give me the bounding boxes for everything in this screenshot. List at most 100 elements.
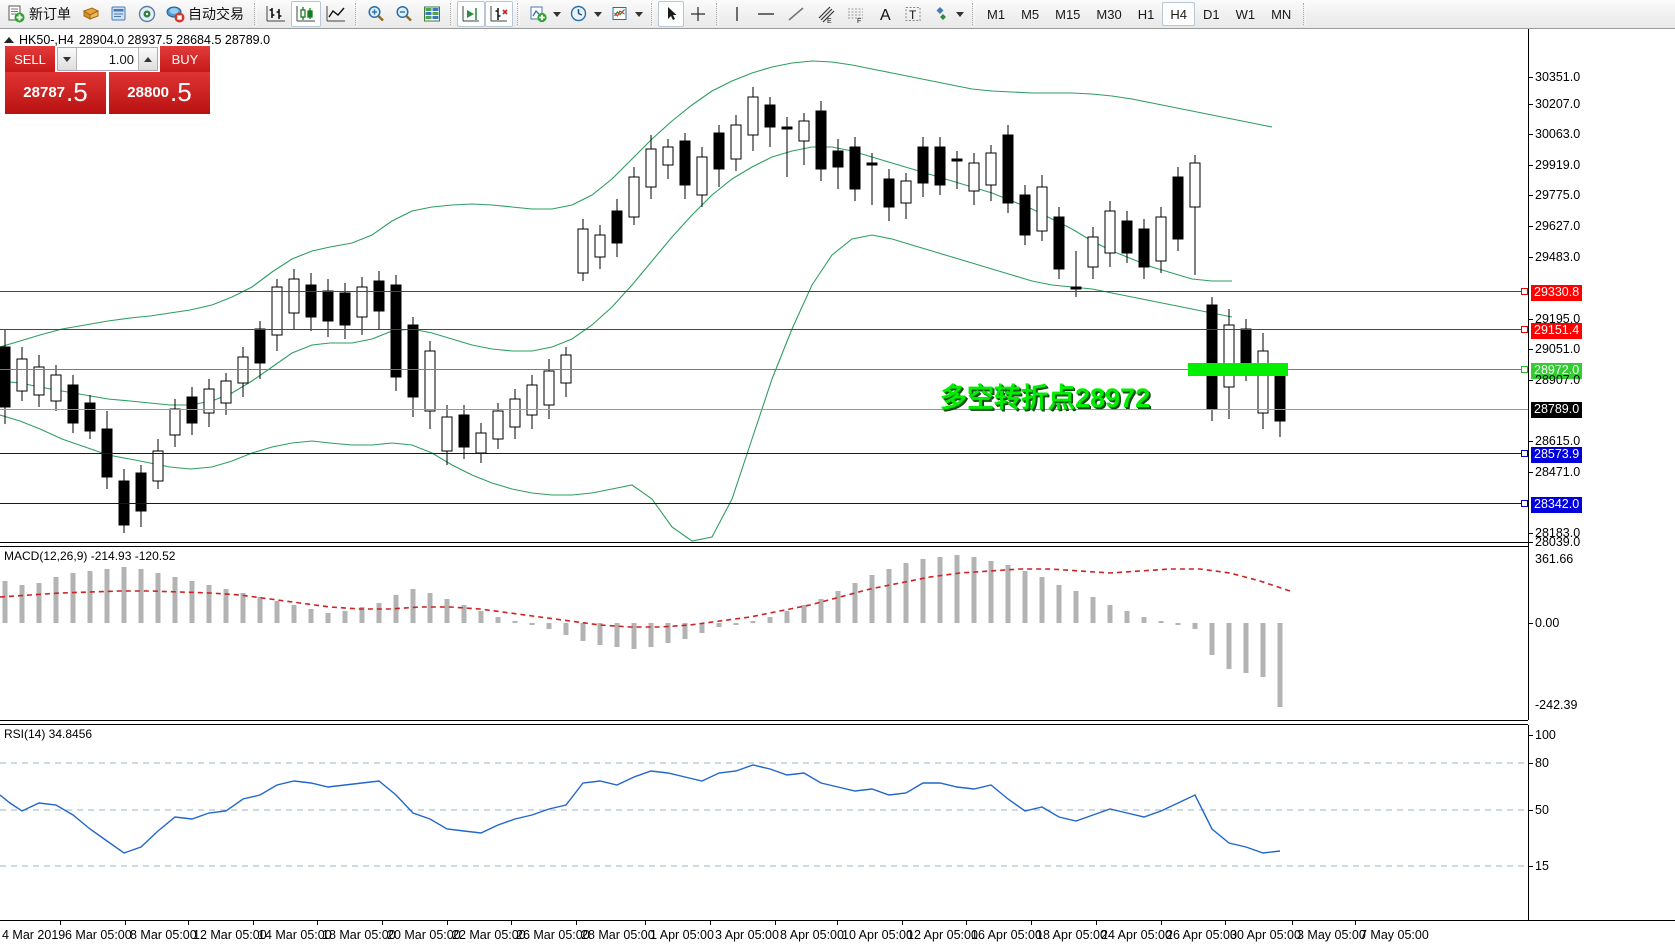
buy-button-label: BUY — [171, 51, 199, 67]
text-icon: A — [880, 7, 891, 24]
crosshair-button[interactable] — [684, 1, 712, 27]
timeframe-m1[interactable]: M1 — [979, 2, 1013, 26]
sell-button[interactable]: SELL — [5, 46, 55, 72]
macd-pane[interactable]: MACD(12,26,9) -214.93 -120.52 — [0, 547, 1528, 720]
collapse-triangle-icon[interactable] — [4, 37, 14, 43]
resistance-1-badge[interactable]: 29330.8 — [1531, 285, 1583, 301]
new-order-label: 新订单 — [29, 6, 71, 22]
trendline-button[interactable] — [781, 1, 811, 27]
timeframe-h4-label: H4 — [1170, 6, 1187, 22]
templates-button[interactable] — [606, 1, 647, 27]
macd-tick-zero: 0.00 — [1535, 616, 1560, 630]
pivot-badge[interactable]: 28972.0 — [1531, 363, 1583, 379]
shift-end-button[interactable] — [457, 1, 485, 27]
toolbar-separator-6 — [716, 3, 719, 25]
sell-price-tile[interactable]: 28787 .5 — [5, 72, 106, 114]
bar-chart-button[interactable] — [261, 1, 291, 27]
timeframe-d1[interactable]: D1 — [1195, 2, 1228, 26]
time-axis[interactable]: 4 Mar 2019 6 Mar 05:00 8 Mar 05:00 12 Ma… — [0, 920, 1675, 947]
support-1-badge[interactable]: 28573.9 — [1531, 447, 1583, 463]
auto-trading-button[interactable]: 自动交易 — [161, 1, 250, 27]
pivot-line-handle[interactable] — [1521, 366, 1528, 373]
timeframe-h1[interactable]: H1 — [1130, 2, 1163, 26]
price-tick-30063: 30063.0 — [1535, 127, 1581, 141]
periods-button[interactable] — [565, 1, 606, 27]
text-button[interactable]: A — [871, 1, 899, 27]
one-click-trading-panel[interactable]: SELL 1.00 BUY 28787 .5 28800 — [5, 46, 210, 114]
volume-decrement-button[interactable] — [58, 48, 77, 70]
resistance-line-2-handle[interactable] — [1521, 326, 1528, 333]
time-label-16: 18 Apr 05:00 — [1036, 928, 1107, 942]
support-line-2[interactable] — [0, 503, 1528, 504]
zoom-out-button[interactable] — [390, 1, 418, 27]
price-tick-28183: 28183.0 — [1535, 526, 1581, 540]
profile-button[interactable] — [77, 1, 105, 27]
text-label-button[interactable]: T — [899, 1, 927, 27]
price-candles-svg — [0, 60, 1286, 542]
candlestick-chart-button[interactable] — [291, 1, 321, 27]
pivot-annotation[interactable]: 多空转折点28972 — [940, 383, 1151, 413]
pivot-line[interactable] — [0, 369, 1528, 370]
support-line-1[interactable] — [0, 453, 1528, 454]
trendline-icon — [788, 7, 804, 21]
vertical-line-button[interactable] — [723, 1, 751, 27]
time-label-19: 30 Apr 05:00 — [1230, 928, 1301, 942]
timeframe-mn[interactable]: MN — [1263, 2, 1299, 26]
data-window-button[interactable] — [105, 1, 133, 27]
shapes-dropdown-caret[interactable] — [956, 11, 964, 17]
toolbar-separator-4 — [517, 3, 520, 25]
equidistant-channel-button[interactable]: E — [811, 1, 841, 27]
new-order-button[interactable]: 新订单 — [2, 1, 77, 27]
time-label-1: 6 Mar 05:00 — [65, 928, 132, 942]
pivot-zone-highlight[interactable] — [1188, 363, 1288, 376]
grid-icon — [424, 6, 440, 22]
grid-button[interactable] — [418, 1, 446, 27]
cursor-icon — [668, 7, 677, 20]
buy-button[interactable]: BUY — [160, 46, 210, 72]
templates-dropdown-caret[interactable] — [635, 11, 643, 17]
periods-dropdown-caret[interactable] — [594, 11, 602, 17]
cursor-button[interactable] — [658, 1, 684, 27]
support-line-1-handle[interactable] — [1521, 450, 1528, 457]
zoom-in-button[interactable] — [362, 1, 390, 27]
rsi-pane[interactable]: RSI(14) 34.8456 — [0, 725, 1528, 947]
indicators-dropdown-caret[interactable] — [553, 11, 561, 17]
volume-increment-button[interactable] — [138, 48, 157, 70]
candlestick-chart-icon — [296, 6, 315, 22]
navigator-button[interactable] — [133, 1, 161, 27]
chart-area[interactable]: 多空转折点28972 MACD(12,26,9) -214.93 -120.52 — [0, 29, 1675, 947]
time-label-21: 7 May 05:00 — [1360, 928, 1429, 942]
price-scale-lower-edge: 28039.0 — [1528, 536, 1675, 549]
line-chart-button[interactable] — [321, 1, 351, 27]
price-scale[interactable]: 30351.0 30207.0 30063.0 29919.0 29775.0 … — [1528, 29, 1675, 542]
text-label-icon: T — [905, 7, 921, 22]
last-price-badge[interactable]: 28789.0 — [1531, 402, 1583, 418]
timeframe-w1[interactable]: W1 — [1228, 2, 1264, 26]
volume-stepper[interactable]: 1.00 — [57, 47, 158, 71]
resistance-2-badge[interactable]: 29151.4 — [1531, 323, 1583, 339]
resistance-line-1-handle[interactable] — [1521, 288, 1528, 295]
horizontal-line-button[interactable] — [751, 1, 781, 27]
resistance-line-2[interactable] — [0, 329, 1528, 330]
support-line-2-handle[interactable] — [1521, 500, 1528, 507]
fibonacci-button[interactable]: F — [841, 1, 871, 27]
support-2-badge[interactable]: 28342.0 — [1531, 497, 1583, 513]
indicators-button[interactable] — [524, 1, 565, 27]
macd-tick-min: -242.39 — [1535, 698, 1578, 712]
timeframe-m30[interactable]: M30 — [1088, 2, 1129, 26]
time-label-17: 24 Apr 05:00 — [1101, 928, 1172, 942]
candlestick-series — [0, 87, 1286, 533]
shapes-button[interactable] — [927, 1, 968, 27]
resistance-line-1[interactable] — [0, 291, 1528, 292]
svg-text:T: T — [909, 8, 917, 22]
timeframe-m5[interactable]: M5 — [1013, 2, 1047, 26]
timeframe-h4[interactable]: H4 — [1162, 2, 1195, 26]
buy-price-tile[interactable]: 28800 .5 — [109, 72, 210, 114]
auto-scroll-button[interactable] — [485, 1, 513, 27]
volume-value[interactable]: 1.00 — [77, 48, 138, 70]
rsi-line — [0, 764, 1281, 854]
rsi-tick-80: 80 — [1535, 756, 1549, 770]
timeframe-d1-label: D1 — [1202, 6, 1220, 22]
timeframe-m15[interactable]: M15 — [1047, 2, 1088, 26]
price-pane[interactable]: 多空转折点28972 — [0, 29, 1528, 542]
